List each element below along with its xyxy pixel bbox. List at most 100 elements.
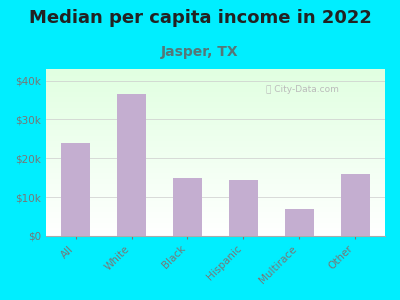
Bar: [46, 133, 385, 134]
Bar: [46, 93, 385, 94]
Bar: [46, 211, 385, 212]
Bar: [46, 200, 385, 201]
Text: Median per capita income in 2022: Median per capita income in 2022: [28, 9, 372, 27]
Bar: [46, 165, 385, 166]
Bar: [46, 149, 385, 150]
Bar: [46, 111, 385, 112]
Bar: [46, 146, 385, 147]
Bar: [46, 232, 385, 233]
Bar: [46, 78, 385, 79]
Bar: [46, 129, 385, 130]
Bar: [340, 174, 370, 236]
Bar: [46, 216, 385, 217]
Bar: [46, 218, 385, 219]
Bar: [46, 183, 385, 184]
Bar: [46, 226, 385, 227]
Bar: [46, 110, 385, 111]
Bar: [46, 171, 385, 172]
Bar: [46, 229, 385, 230]
Bar: [46, 185, 385, 186]
Bar: [46, 205, 385, 206]
Bar: [46, 217, 385, 218]
Bar: [46, 101, 385, 102]
Bar: [46, 102, 385, 103]
Bar: [46, 143, 385, 144]
Bar: [46, 156, 385, 157]
Bar: [46, 83, 385, 84]
Bar: [46, 119, 385, 120]
Bar: [46, 184, 385, 185]
Bar: [46, 92, 385, 93]
Bar: [46, 128, 385, 129]
Bar: [46, 127, 385, 128]
Bar: [46, 173, 385, 174]
Bar: [46, 100, 385, 101]
Bar: [46, 131, 385, 132]
Bar: [46, 208, 385, 209]
Bar: [46, 86, 385, 87]
Bar: [46, 137, 385, 138]
Bar: [46, 177, 385, 178]
Bar: [46, 176, 385, 177]
Bar: [46, 195, 385, 196]
Bar: [46, 191, 385, 192]
Bar: [46, 152, 385, 153]
Bar: [46, 124, 385, 125]
Bar: [46, 87, 385, 88]
Bar: [46, 72, 385, 73]
Bar: [46, 169, 385, 170]
Bar: [46, 106, 385, 107]
Bar: [46, 199, 385, 200]
Bar: [46, 209, 385, 210]
Bar: [46, 170, 385, 171]
Bar: [46, 175, 385, 176]
Bar: [46, 227, 385, 228]
Bar: [229, 180, 258, 236]
Bar: [173, 178, 202, 236]
Bar: [46, 153, 385, 154]
Bar: [46, 117, 385, 118]
Bar: [46, 121, 385, 122]
Bar: [46, 182, 385, 183]
Bar: [46, 190, 385, 191]
Bar: [46, 104, 385, 105]
Bar: [46, 166, 385, 167]
Bar: [46, 98, 385, 99]
Bar: [46, 132, 385, 133]
Bar: [46, 220, 385, 221]
Bar: [46, 207, 385, 208]
Bar: [46, 154, 385, 155]
Bar: [46, 125, 385, 126]
Bar: [46, 135, 385, 136]
Bar: [46, 138, 385, 139]
Bar: [46, 75, 385, 76]
Bar: [46, 162, 385, 163]
Bar: [46, 178, 385, 179]
Bar: [46, 85, 385, 86]
Bar: [46, 73, 385, 74]
Bar: [46, 95, 385, 96]
Bar: [46, 197, 385, 198]
Bar: [46, 77, 385, 78]
Bar: [46, 219, 385, 220]
Bar: [46, 198, 385, 199]
Bar: [46, 96, 385, 97]
Bar: [46, 144, 385, 145]
Bar: [46, 136, 385, 137]
Bar: [46, 82, 385, 83]
Bar: [46, 94, 385, 95]
Text: Ⓢ City-Data.com: Ⓢ City-Data.com: [266, 85, 339, 94]
Bar: [46, 164, 385, 165]
Bar: [46, 69, 385, 70]
Bar: [46, 168, 385, 169]
Bar: [46, 151, 385, 152]
Bar: [46, 214, 385, 215]
Text: Jasper, TX: Jasper, TX: [161, 45, 239, 59]
Bar: [46, 213, 385, 214]
Bar: [46, 222, 385, 223]
Bar: [46, 233, 385, 234]
Bar: [46, 179, 385, 180]
Bar: [46, 228, 385, 229]
Bar: [46, 140, 385, 141]
Bar: [46, 84, 385, 85]
